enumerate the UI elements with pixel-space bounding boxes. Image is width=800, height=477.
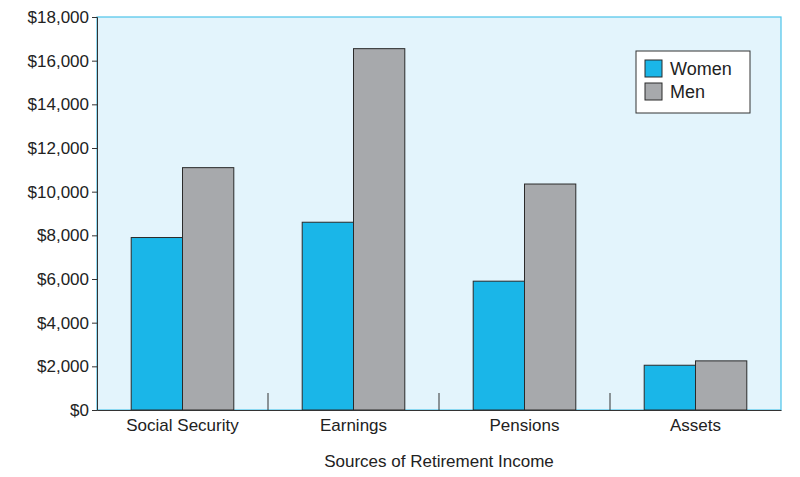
legend-item: Men <box>645 82 705 102</box>
legend-swatch <box>645 83 662 100</box>
plot-frame <box>97 17 781 410</box>
legend-label: Men <box>670 82 705 102</box>
plot: $0 $2,000 $4,000 $6,000 $8,000 $10,000 $12,000… <box>28 8 782 435</box>
y-tick: $12,000 <box>28 139 97 158</box>
y-tick-label: $14,000 <box>28 95 89 114</box>
category-separator <box>268 393 269 410</box>
bar <box>302 222 353 410</box>
y-tick-mark <box>92 410 97 411</box>
bar <box>354 49 405 410</box>
y-tick-label: $4,000 <box>37 314 89 333</box>
y-tick: $10,000 <box>28 183 97 202</box>
y-tick: $2,000 <box>37 357 97 376</box>
x-tick-label: Assets <box>670 416 721 435</box>
y-tick-mark <box>92 366 97 367</box>
y-tick-mark <box>92 61 97 62</box>
category-separator <box>439 393 440 410</box>
x-tick-label: Social Security <box>126 416 239 435</box>
y-tick-label: $10,000 <box>28 183 89 202</box>
y-tick-mark <box>92 323 97 324</box>
legend-item: Women <box>645 59 732 79</box>
bar <box>644 365 695 410</box>
y-tick-mark <box>92 17 97 18</box>
x-axis: Social Security Earnings Pensions Assets <box>98 410 782 435</box>
y-tick: $16,000 <box>28 52 97 71</box>
y-tick-mark <box>92 192 97 193</box>
bar <box>183 168 234 410</box>
y-tick: $8,000 <box>37 226 97 245</box>
x-tick: Pensions <box>490 410 560 435</box>
y-tick-mark <box>92 235 97 236</box>
legend-swatch <box>645 60 662 77</box>
x-tick: Assets <box>670 410 721 435</box>
bar <box>525 184 576 410</box>
bar <box>131 238 182 410</box>
y-tick-label: $12,000 <box>28 139 89 158</box>
category-separator <box>610 393 611 410</box>
bar <box>696 361 747 410</box>
y-axis: $0 $2,000 $4,000 $6,000 $8,000 $10,000 $12,000… <box>28 8 98 420</box>
y-tick-label: $0 <box>70 401 89 420</box>
x-tick-label: Earnings <box>320 416 387 435</box>
y-tick-mark <box>92 279 97 280</box>
x-tick-label: Pensions <box>490 416 560 435</box>
y-tick-mark <box>92 104 97 105</box>
y-tick: $6,000 <box>37 270 97 289</box>
x-tick: Earnings <box>320 410 387 435</box>
y-tick-label: $16,000 <box>28 52 89 71</box>
y-tick: $0 <box>70 401 97 420</box>
y-tick: $4,000 <box>37 314 97 333</box>
x-axis-title: Sources of Retirement Income <box>324 452 554 471</box>
y-tick-label: $2,000 <box>37 357 89 376</box>
y-tick: $18,000 <box>28 8 97 27</box>
legend-label: Women <box>670 59 732 79</box>
y-tick-label: $8,000 <box>37 226 89 245</box>
legend: Women Men <box>636 51 750 113</box>
legend-box <box>636 51 750 113</box>
y-tick: $14,000 <box>28 95 97 114</box>
x-axis-line <box>98 410 782 411</box>
y-tick-label: $18,000 <box>28 8 89 27</box>
bar <box>473 281 524 410</box>
y-tick-label: $6,000 <box>37 270 89 289</box>
x-tick: Social Security <box>126 410 239 435</box>
y-axis-line <box>92 18 98 411</box>
y-tick-mark <box>92 148 97 149</box>
chart: $0 $2,000 $4,000 $6,000 $8,000 $10,000 $12,000… <box>0 0 800 477</box>
